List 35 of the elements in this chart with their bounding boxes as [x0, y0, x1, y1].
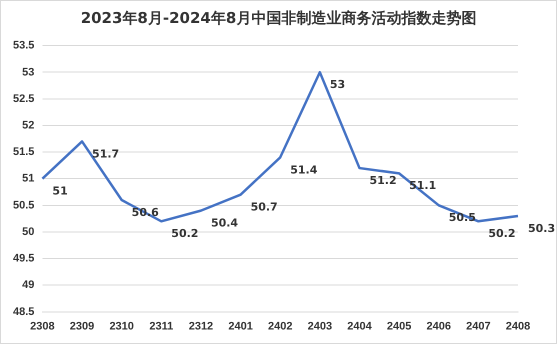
data-label: 53	[330, 78, 346, 92]
data-label: 51.4	[290, 163, 318, 176]
x-tick-label: 2310	[109, 320, 134, 332]
data-label: 50.2	[171, 227, 198, 240]
data-label: 50.2	[488, 227, 516, 240]
data-label: 51.2	[369, 174, 397, 187]
data-label: 50.3	[528, 222, 556, 235]
y-tick-label: 53	[22, 66, 34, 78]
x-tick-label: 2407	[466, 320, 491, 332]
x-tick-label: 2311	[149, 320, 174, 332]
x-tick-label: 2309	[70, 320, 94, 332]
y-tick-label: 51	[22, 172, 34, 185]
data-label: 51	[52, 184, 68, 198]
data-label: 50.4	[210, 216, 238, 230]
x-tick-label: 2404	[347, 320, 373, 332]
y-tick-label: 52.5	[12, 92, 34, 105]
data-label: 51.7	[92, 147, 120, 160]
x-tick-label: 2405	[386, 320, 412, 332]
x-tick-label: 2406	[426, 320, 451, 332]
x-tick-label: 2308	[30, 320, 55, 332]
x-tick-label: 2403	[308, 320, 332, 332]
y-tick-label: 49	[22, 279, 34, 292]
x-tick-label: 2401	[228, 320, 253, 332]
chart-title: 2023年8月-2024年8月中国非制造业商务活动指数走势图	[80, 9, 478, 28]
y-tick-label: 53.5	[12, 40, 34, 52]
y-tick-label: 50.5	[12, 199, 34, 212]
x-tick-label: 2402	[268, 320, 292, 332]
y-tick-label: 49.5	[12, 252, 34, 265]
x-tick-label: 2312	[188, 320, 214, 332]
x-tick-label: 2408	[506, 320, 530, 332]
y-tick-label: 48.5	[12, 306, 34, 318]
y-tick-label: 50	[22, 226, 34, 238]
y-tick-label: 51.5	[12, 146, 34, 158]
data-label: 50.7	[250, 200, 278, 214]
y-tick-label: 52	[22, 119, 34, 132]
